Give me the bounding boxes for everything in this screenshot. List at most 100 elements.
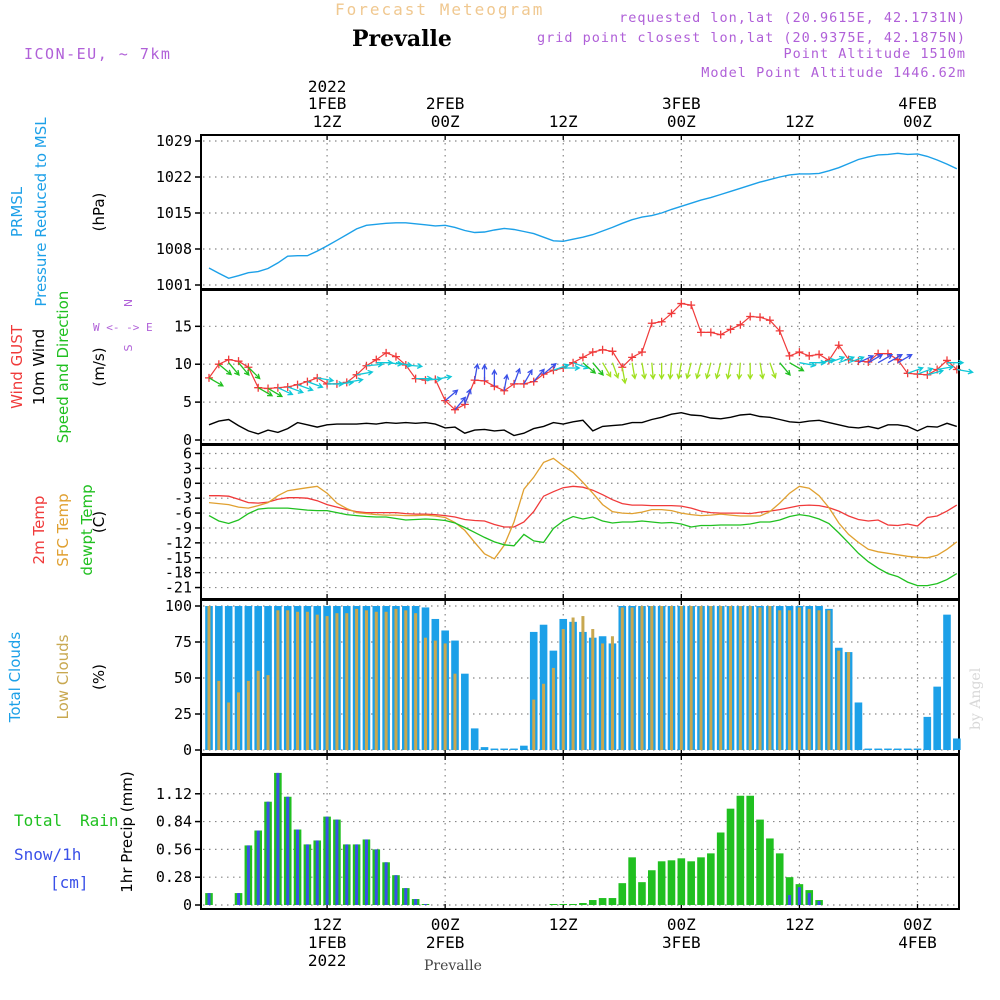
wind-direction-arrow — [947, 359, 965, 366]
wind-direction-arrow — [887, 354, 903, 364]
low-clouds-bar — [581, 616, 585, 750]
wind-direction-arrow — [759, 362, 766, 380]
wind-direction-arrow — [867, 354, 884, 364]
low-clouds-bar — [384, 611, 388, 750]
wind-direction-arrow — [848, 355, 865, 364]
wind-gust-marker — [657, 317, 666, 326]
y-tick-label: 1029 — [156, 132, 192, 150]
low-clouds-bar — [738, 606, 742, 750]
series-dewpt-temp-line — [208, 507, 958, 587]
low-clouds-bar — [571, 617, 575, 750]
snow-bar — [797, 887, 801, 905]
rain-bar — [697, 857, 705, 905]
total-clouds-bar — [234, 606, 243, 750]
wind-gust-marker — [254, 383, 263, 392]
wind-direction-arrow — [435, 374, 453, 381]
low-clouds-bar — [433, 640, 437, 750]
snow-bar — [246, 845, 250, 905]
wind-direction-arrow — [481, 363, 488, 381]
low-clouds-bar — [207, 606, 211, 750]
snow-bar — [384, 862, 388, 905]
wind-gust-marker — [519, 379, 528, 388]
y-axis-label: (m/s) — [90, 347, 108, 386]
y-tick-label: 100 — [165, 597, 192, 615]
total-clouds-bar — [529, 631, 538, 750]
y-tick-label: 0.28 — [156, 868, 192, 886]
wind-gust-marker — [726, 325, 735, 334]
wind-direction-arrow — [238, 362, 250, 376]
top-hour-label: 12Z — [549, 112, 578, 131]
wind-direction-arrow — [828, 355, 846, 364]
wind-direction-arrow — [513, 367, 521, 385]
low-clouds-bar — [355, 608, 359, 750]
wind-direction-arrow — [346, 377, 364, 384]
total-clouds-bar — [490, 748, 499, 750]
snow-bar — [788, 895, 792, 905]
y-tick-label: 0 — [183, 474, 192, 492]
wind-direction-arrow — [602, 362, 612, 378]
snow-bar — [286, 796, 290, 905]
low-clouds-bar — [256, 670, 260, 750]
snow-bar — [237, 893, 241, 905]
wind-gust-marker — [391, 352, 400, 361]
low-clouds-bar — [699, 606, 703, 750]
legend-rain: Rain — [80, 811, 119, 830]
top-hour-label: 00Z — [431, 112, 460, 131]
model-point-altitude: Model Point Altitude 1446.62m — [701, 65, 966, 81]
y-tick-label: 0 — [183, 741, 192, 759]
wind-direction-arrow — [956, 368, 974, 375]
low-clouds-bar — [335, 613, 339, 750]
rain-bar — [687, 861, 695, 905]
wind-gust-marker — [756, 313, 765, 322]
wind-direction-arrow — [277, 387, 294, 396]
wind-gust-marker — [598, 345, 607, 354]
total-clouds-bar — [933, 686, 941, 750]
low-clouds-bar — [748, 606, 752, 750]
snow-bar — [345, 844, 349, 905]
low-clouds-bar — [374, 611, 378, 750]
total-clouds-bar — [500, 748, 508, 750]
low-clouds-bar — [847, 652, 851, 750]
legend-prmsl: PRMSL — [8, 186, 26, 237]
low-clouds-bar — [679, 606, 683, 750]
y-axis-label: (C) — [90, 511, 108, 533]
wind-direction-arrow — [218, 363, 233, 376]
footer-station: Prevalle — [424, 958, 482, 974]
wind-gust-marker — [549, 366, 558, 375]
wind-direction-arrow — [769, 362, 777, 380]
top-date-label: 4FEB — [898, 94, 937, 113]
wind-gust-marker — [244, 363, 253, 372]
y-tick-label: -12 — [165, 534, 192, 552]
wind-direction-arrow — [208, 377, 225, 387]
rain-bar — [726, 808, 735, 905]
total-clouds-bar — [224, 606, 233, 750]
rain-bar — [746, 795, 754, 905]
rain-bar — [549, 904, 558, 905]
rain-bar — [756, 819, 764, 905]
chart-subtitle: Forecast Meteogram — [335, 0, 545, 19]
legend-dewpt-temp: dewpt Temp — [78, 484, 96, 575]
low-clouds-bar — [807, 608, 811, 750]
low-clouds-bar — [610, 636, 614, 750]
snow-bar — [404, 888, 408, 905]
total-clouds-bar — [461, 673, 469, 750]
low-clouds-bar — [837, 650, 841, 750]
wind-direction-arrow — [464, 388, 472, 405]
low-clouds-bar — [561, 629, 565, 750]
y-tick-label: 1.12 — [156, 785, 192, 803]
low-clouds-bar — [423, 637, 427, 750]
total-clouds-bar — [480, 747, 489, 750]
rain-bar — [775, 853, 784, 905]
bottom-hour-label: 00Z — [431, 915, 460, 934]
low-clouds-bar — [414, 613, 418, 750]
bottom-hour-label: 00Z — [667, 915, 696, 934]
snow-bar — [207, 893, 211, 905]
legend-sfc-temp: SFC Temp — [54, 493, 72, 566]
y-tick-label: 10 — [174, 355, 192, 373]
wind-direction-arrow — [356, 369, 374, 376]
low-clouds-bar — [246, 680, 250, 750]
rain-bar — [785, 877, 794, 905]
low-clouds-bar — [640, 606, 644, 750]
wind-direction-arrow — [779, 362, 791, 376]
